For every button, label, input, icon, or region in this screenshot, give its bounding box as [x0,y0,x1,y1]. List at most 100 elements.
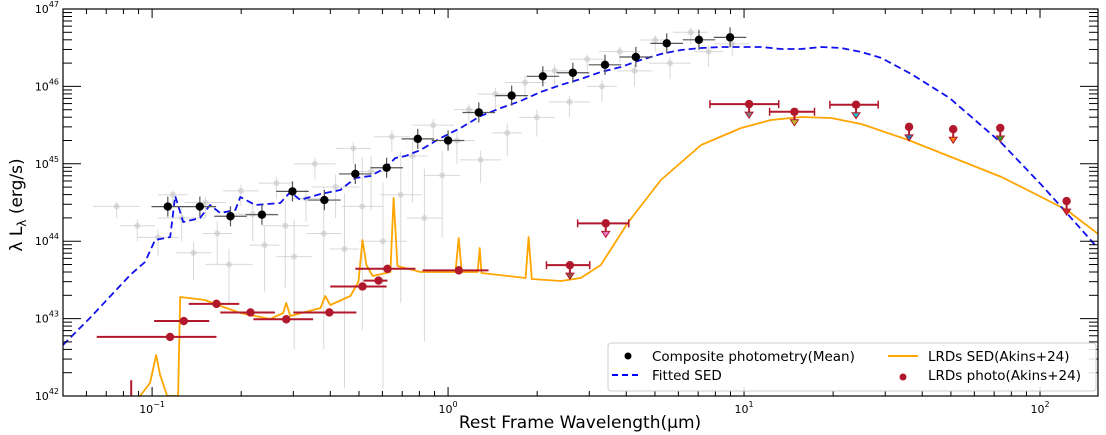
y-axis-label-subscript: λ [15,220,29,227]
upper-limit-arrow-icon [904,134,914,142]
background-point [439,172,446,179]
upper-limit-arrow-icon [995,135,1006,143]
background-point [320,230,327,237]
background-point [616,48,623,55]
background-point [169,191,176,198]
tick-label-base: 10 [35,158,49,171]
background-point [667,60,674,67]
background-point [421,214,428,221]
lrd-point [179,316,189,326]
background-point [522,79,529,86]
lrd-point [325,308,334,317]
lrd-point [790,107,799,116]
tick-label-base: 10 [35,390,49,403]
tick-label-exponent: 44 [49,232,59,241]
legend: Composite photometry(Mean) LRDs SED(Akin… [607,342,1097,392]
lrd-point [165,332,175,342]
lrd-point [383,264,392,273]
legend-label-fitted: Fitted SED [652,368,722,384]
lrd-point [358,282,367,291]
x-tick-label: 101 [734,400,753,416]
composite-point [226,212,235,221]
tick-label-base: 10 [35,313,49,326]
legend-label-lrd-sed: LRDs SED(Akins+24) [928,349,1070,365]
background-point [652,36,659,43]
tick-label-exponent: −1 [153,400,165,409]
background-point [273,180,280,187]
background-point [237,187,244,194]
background-point [134,222,141,229]
background-point [291,253,298,260]
background-point [311,160,318,167]
background-point [368,168,375,175]
background-point [379,238,386,245]
upper-limit-arrow-icon [564,272,575,281]
background-point [687,29,694,36]
background-point [477,156,484,163]
background-point [214,230,221,237]
lrd-point [1062,196,1071,206]
y-tick-label: 1045 [35,155,59,171]
background-point [533,114,540,121]
background-point [388,133,395,140]
x-tick-label: 102 [1030,400,1049,416]
composite-point [443,136,453,145]
lrd-point [282,315,291,324]
composite-point [163,202,173,211]
upper-limit-arrow-icon [1061,208,1072,216]
composite-point [600,60,610,70]
background-point [113,203,120,210]
legend-marker-composite [624,352,632,360]
lrd-point [904,122,914,132]
composite-point [662,39,671,48]
lrd-sed-curve [139,116,1098,396]
tick-label-exponent: 1 [748,400,753,409]
upper-limit-arrow-icon [789,119,800,127]
lrd-point [949,124,958,134]
legend-label-composite: Composite photometry(Mean) [652,349,855,365]
background-point [202,199,209,206]
background-point [359,203,366,210]
background-point [504,129,511,136]
tick-label-exponent: 42 [49,387,59,396]
fitted-sed-curve [63,46,1098,346]
composite-point [507,91,516,100]
background-point [190,249,197,256]
background-point [598,83,605,90]
y-tick-label: 1046 [35,77,59,93]
background-point [430,122,437,129]
lrd-point [851,100,861,109]
y-axis-label-units: (erg/s) [7,158,27,219]
composite-point [694,35,704,45]
x-axis-label: Rest Frame Wavelength(μm) [459,413,701,433]
background-point [397,191,404,198]
sed-curves [63,46,1098,396]
tick-label-base: 10 [734,403,748,416]
tick-label-base: 10 [35,80,49,93]
tick-label-exponent: 47 [49,0,59,9]
composite-point [288,187,297,196]
y-tick-label: 1047 [35,0,59,16]
lrd-point [454,266,463,275]
background-point [566,98,573,105]
y-tick-label: 1044 [35,232,59,248]
lrd-point [565,260,575,270]
background-point [226,261,233,268]
composite-point [568,68,578,77]
upper-limit-arrow-icon [600,230,611,239]
background-point [631,67,638,74]
tick-label-base: 10 [439,403,453,416]
background-point [409,153,416,160]
background-point [705,48,712,55]
y-tick-label: 1043 [35,310,59,326]
tick-label-base: 10 [139,403,153,416]
y-axis-label: λ Lλ (erg/s) [7,158,29,251]
x-tick-label: 100 [439,400,458,416]
legend-label-lrd-photo: LRDs photo(Akins+24) [928,368,1081,384]
lrd-point [212,299,221,309]
lrd-point [127,399,135,407]
background-point [729,40,736,47]
upper-limit-arrow-icon [851,112,861,120]
